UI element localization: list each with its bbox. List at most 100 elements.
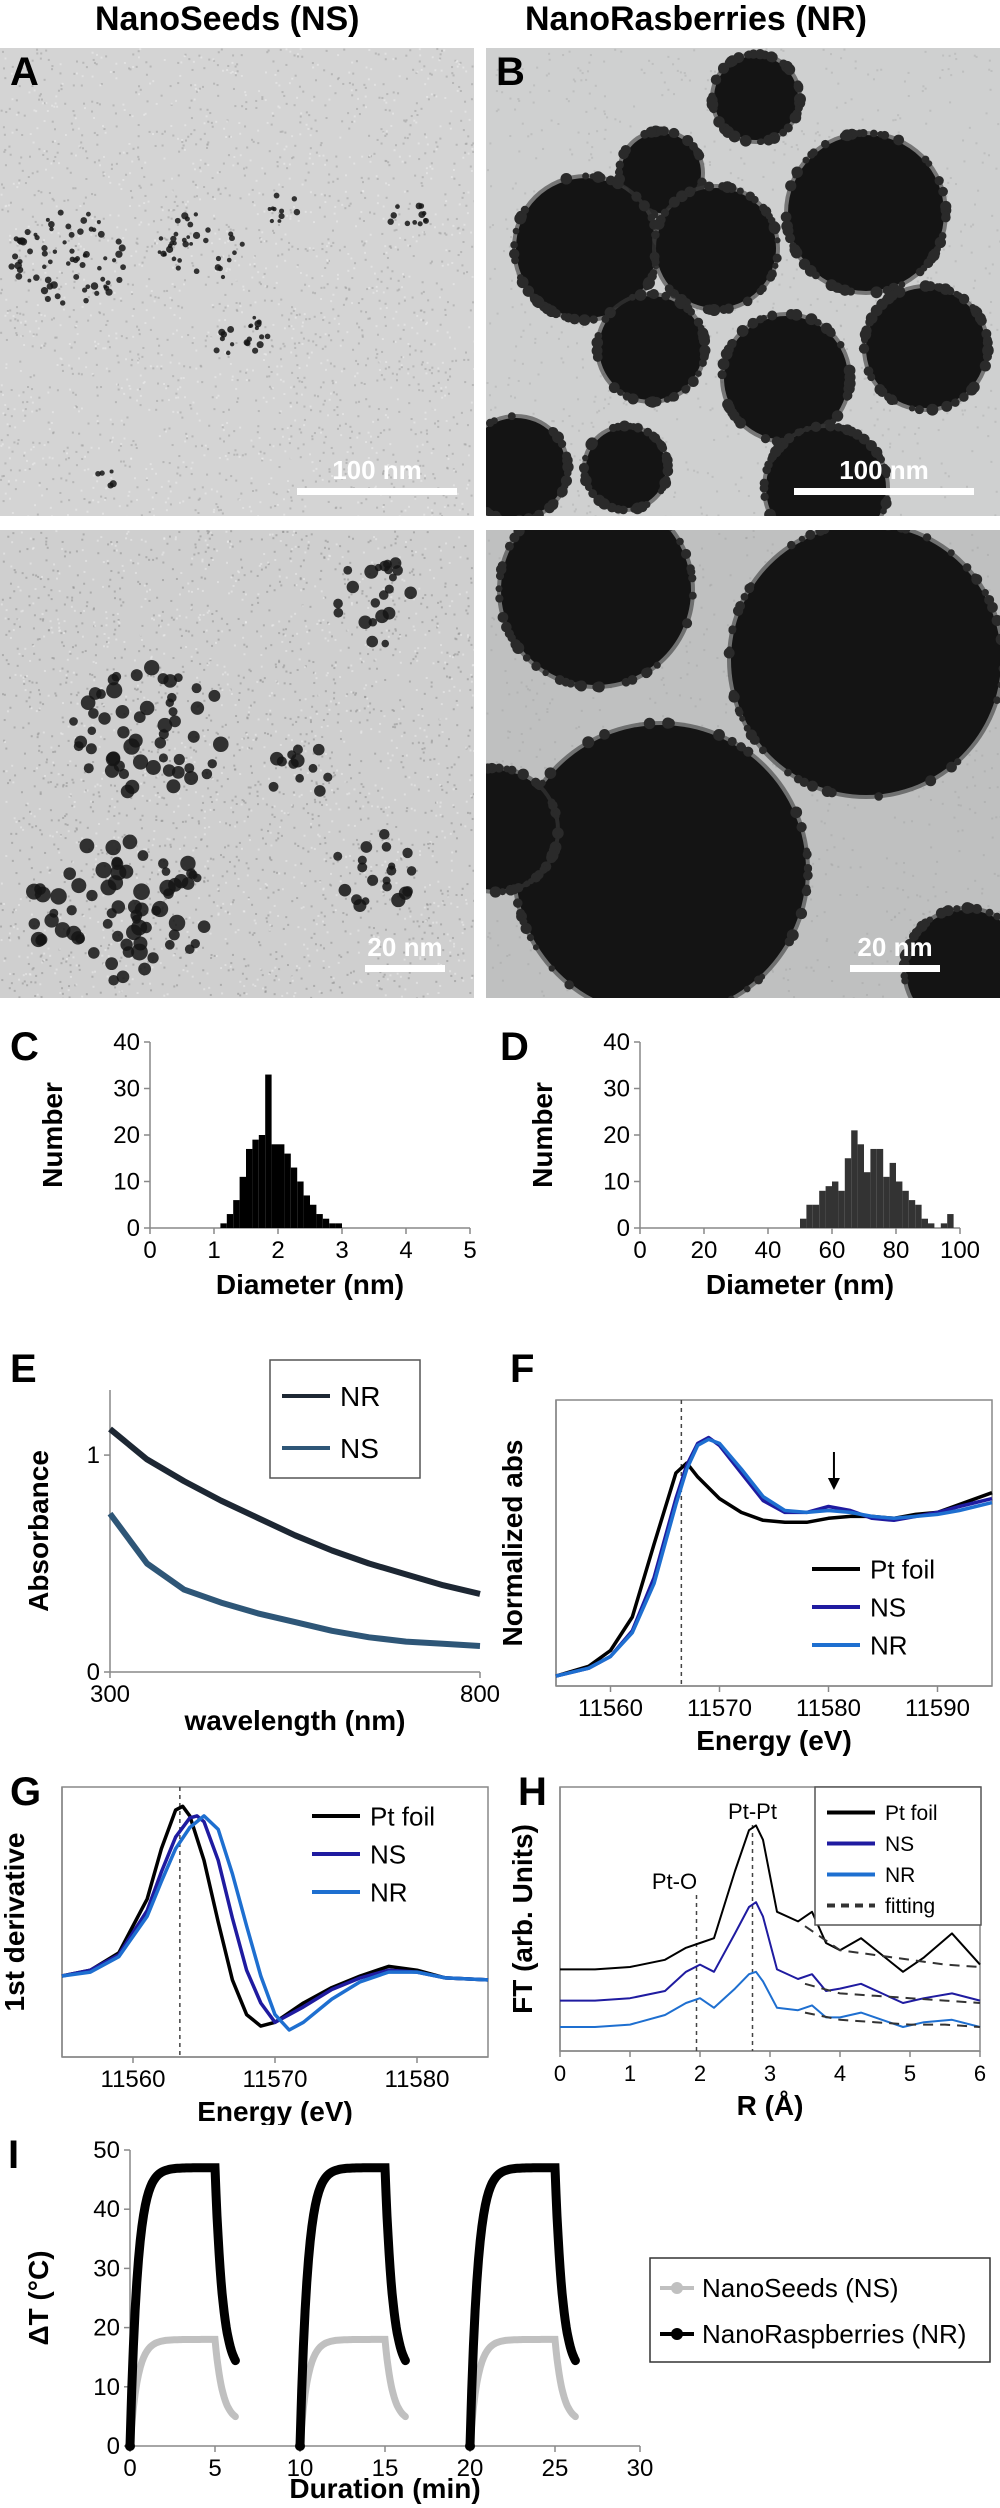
x-tick-label: 11560 (578, 1695, 643, 1722)
x-tick-label: 11580 (796, 1695, 861, 1722)
chart-e-absorbance: 300 800 0 1 wavelength (nm) Absorbance NR NS E (10, 1347, 500, 1736)
legend-label: Pt foil (370, 1801, 435, 1831)
panel-label-h: H (518, 1770, 547, 1814)
x-tick-label: 1 (624, 2061, 636, 2086)
y-tick-label: 1 (87, 1442, 100, 1469)
panel-label-c: C (10, 1025, 39, 1069)
histogram-bar (297, 1181, 304, 1228)
header-nanoseeds: NanoSeeds (NS) (95, 0, 360, 38)
y-tick-label: 0 (87, 1659, 100, 1686)
chart-d-nr-size-histogram: 0 20 40 60 80 100 0 10 20 30 40 Diameter (nm) Number… (500, 1025, 980, 1300)
y-tick-label: 30 (93, 2255, 120, 2282)
legend-label: NR (885, 1864, 915, 1887)
x-axis-label: Duration (min) (289, 2473, 480, 2504)
histogram-bar (947, 1214, 954, 1228)
scale-bar-a: 100 nm (292, 455, 462, 495)
scale-bar-a-label: 100 nm (332, 455, 422, 485)
legend-box (814, 1786, 982, 1926)
series-cycle (125, 2163, 240, 2451)
histogram-bar (800, 1218, 807, 1228)
x-tick-label: 60 (819, 1237, 846, 1264)
y-axis-label: 1st derivative (0, 1833, 30, 2012)
series-marker (125, 2441, 135, 2451)
series-line (804, 1925, 981, 1968)
x-tick-label: 0 (123, 2455, 136, 2482)
series-curve (465, 2163, 580, 2451)
x-tick-label: 10 (287, 2455, 314, 2482)
chart-g-derivative: 11560 11570 11580 Energy (eV) 1st derivative… (0, 1770, 489, 2125)
y-tick-label: 0 (617, 1215, 630, 1242)
x-tick-label: 40 (755, 1237, 782, 1264)
x-tick-label: 5 (904, 2061, 916, 2086)
histogram-bar (226, 1214, 234, 1228)
y-tick-label: 0 (107, 2433, 120, 2460)
series-nr-line (108, 1426, 481, 1597)
series-curve (296, 2335, 409, 2450)
x-axis-label: Diameter (nm) (216, 1269, 404, 1300)
y-axis-label: Number (527, 1082, 558, 1188)
x-tick-label: 11590 (905, 1695, 970, 1722)
y-axis-label: ΔT (°C) (23, 2250, 54, 2345)
histogram-bar (825, 1186, 832, 1228)
histogram-bar (278, 1144, 285, 1228)
panel-label-e: E (10, 1347, 37, 1391)
legend-box (649, 2257, 991, 2363)
legend-label: NR (370, 1877, 408, 1907)
x-tick-label: 25 (542, 2455, 569, 2482)
histogram-bar (838, 1190, 845, 1228)
series-line (804, 1982, 981, 2004)
x-tick-label: 3 (764, 2061, 776, 2086)
histogram-bar (921, 1218, 928, 1228)
histogram-bar (316, 1214, 323, 1228)
y-tick-label: 0 (127, 1215, 140, 1242)
x-tick-label: 80 (883, 1237, 910, 1264)
histogram-bar (832, 1181, 839, 1228)
histogram-bar (303, 1195, 310, 1228)
chart-f-xanes: 11560 11570 11580 11590 Energy (eV) Normalize… (500, 1347, 993, 1756)
histogram-bar (896, 1181, 903, 1228)
series-line (61, 1814, 489, 2025)
series-curve (126, 2335, 239, 2450)
series-cycle (465, 2335, 579, 2451)
y-tick-label: 10 (603, 1169, 630, 1196)
series-line (560, 1901, 981, 2004)
y-tick-label: 10 (113, 1169, 140, 1196)
histogram-bar (284, 1153, 291, 1228)
header-nanoraspberries: NanoRasberries (NR) (525, 0, 867, 38)
y-axis-label: Normalized abs (500, 1440, 528, 1647)
legend-marker (671, 2282, 683, 2294)
x-tick-label: 3 (335, 1237, 348, 1264)
x-tick-label: 11580 (385, 2066, 450, 2093)
series-ns-line (107, 1511, 481, 1649)
x-tick-label: 0 (143, 1237, 156, 1264)
histogram-bar (290, 1167, 298, 1228)
y-tick-label: 40 (113, 1029, 140, 1056)
histogram-bar (940, 1223, 948, 1228)
scale-bar-a2: 20 nm (350, 932, 460, 972)
x-tick-label: 4 (834, 2061, 846, 2086)
legend-label: NanoSeeds (NS) (702, 2273, 899, 2303)
tem-image-ns-20nm (0, 530, 474, 998)
tem-image-nr-20nm (486, 530, 1000, 998)
histogram-bar (864, 1172, 871, 1228)
series-line (560, 1824, 981, 1973)
scale-bar-b2-label: 20 nm (857, 932, 933, 962)
series-cycle (295, 2335, 409, 2451)
histogram-bar (271, 1144, 278, 1228)
x-tick-label: 30 (627, 2455, 654, 2482)
histogram-bar (239, 1176, 246, 1228)
legend-label: NS (870, 1592, 906, 1622)
y-tick-label: 30 (603, 1076, 630, 1103)
series-curve (295, 2163, 410, 2451)
x-tick-label: 2 (694, 2061, 706, 2086)
scale-bar-b: 100 nm (784, 455, 984, 495)
panel-label-b: B (496, 50, 525, 94)
x-axis-label: Diameter (nm) (706, 1269, 894, 1300)
series-cycle (295, 2163, 410, 2451)
legend-label: NS (340, 1433, 379, 1464)
histogram-bar (844, 1158, 852, 1228)
x-tick-label: 5 (208, 2455, 221, 2482)
series-line (61, 1804, 489, 2028)
histogram-bar (851, 1130, 858, 1228)
legend-label: NanoRaspberries (NR) (702, 2319, 966, 2349)
